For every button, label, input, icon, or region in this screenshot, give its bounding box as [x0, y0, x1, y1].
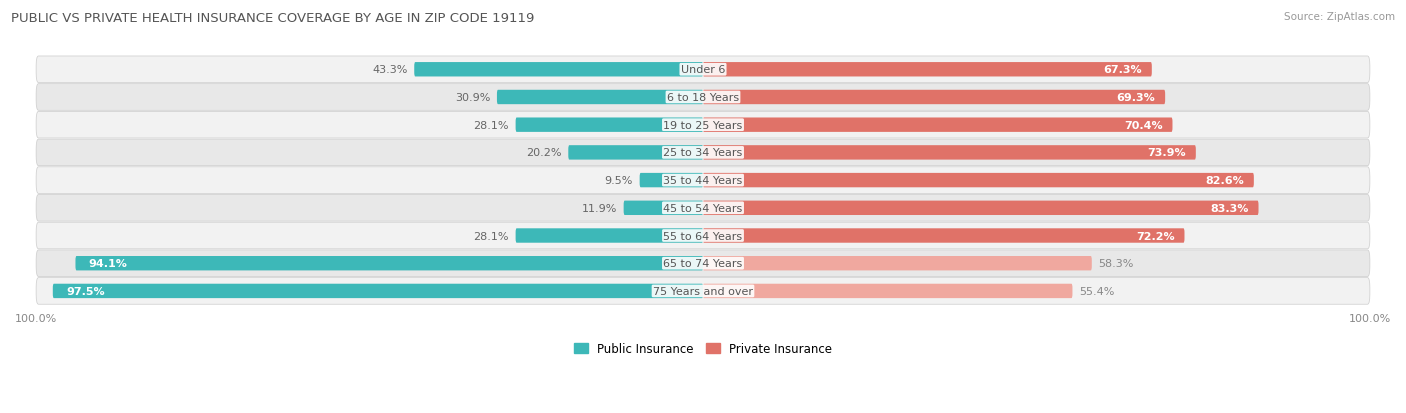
FancyBboxPatch shape	[703, 173, 1254, 188]
FancyBboxPatch shape	[703, 256, 1092, 271]
Text: 11.9%: 11.9%	[582, 203, 617, 213]
Text: 35 to 44 Years: 35 to 44 Years	[664, 176, 742, 186]
FancyBboxPatch shape	[703, 63, 1152, 77]
Text: 67.3%: 67.3%	[1104, 65, 1142, 75]
Text: 9.5%: 9.5%	[605, 176, 633, 186]
FancyBboxPatch shape	[37, 112, 1369, 139]
Text: 55.4%: 55.4%	[1080, 286, 1115, 296]
Text: 45 to 54 Years: 45 to 54 Years	[664, 203, 742, 213]
Text: 75 Years and over: 75 Years and over	[652, 286, 754, 296]
FancyBboxPatch shape	[37, 250, 1369, 277]
Text: 30.9%: 30.9%	[456, 93, 491, 103]
FancyBboxPatch shape	[516, 118, 703, 133]
Text: 83.3%: 83.3%	[1211, 203, 1249, 213]
FancyBboxPatch shape	[76, 256, 703, 271]
Text: 58.3%: 58.3%	[1098, 259, 1133, 268]
FancyBboxPatch shape	[496, 90, 703, 105]
Text: 73.9%: 73.9%	[1147, 148, 1185, 158]
FancyBboxPatch shape	[37, 57, 1369, 83]
Text: 69.3%: 69.3%	[1116, 93, 1156, 103]
Text: Under 6: Under 6	[681, 65, 725, 75]
Text: 55 to 64 Years: 55 to 64 Years	[664, 231, 742, 241]
FancyBboxPatch shape	[703, 90, 1166, 105]
FancyBboxPatch shape	[37, 278, 1369, 304]
Text: 97.5%: 97.5%	[66, 286, 105, 296]
Legend: Public Insurance, Private Insurance: Public Insurance, Private Insurance	[569, 337, 837, 360]
Text: PUBLIC VS PRIVATE HEALTH INSURANCE COVERAGE BY AGE IN ZIP CODE 19119: PUBLIC VS PRIVATE HEALTH INSURANCE COVER…	[11, 12, 534, 25]
FancyBboxPatch shape	[516, 229, 703, 243]
Text: 28.1%: 28.1%	[474, 121, 509, 131]
Text: 70.4%: 70.4%	[1123, 121, 1163, 131]
FancyBboxPatch shape	[568, 146, 703, 160]
FancyBboxPatch shape	[37, 85, 1369, 111]
FancyBboxPatch shape	[37, 140, 1369, 166]
Text: Source: ZipAtlas.com: Source: ZipAtlas.com	[1284, 12, 1395, 22]
Text: 82.6%: 82.6%	[1205, 176, 1244, 186]
FancyBboxPatch shape	[53, 284, 703, 299]
FancyBboxPatch shape	[415, 63, 703, 77]
Text: 94.1%: 94.1%	[89, 259, 128, 268]
FancyBboxPatch shape	[37, 223, 1369, 249]
FancyBboxPatch shape	[703, 201, 1258, 216]
FancyBboxPatch shape	[624, 201, 703, 216]
FancyBboxPatch shape	[37, 167, 1369, 194]
FancyBboxPatch shape	[703, 284, 1073, 299]
Text: 19 to 25 Years: 19 to 25 Years	[664, 121, 742, 131]
Text: 25 to 34 Years: 25 to 34 Years	[664, 148, 742, 158]
Text: 20.2%: 20.2%	[526, 148, 561, 158]
Text: 65 to 74 Years: 65 to 74 Years	[664, 259, 742, 268]
FancyBboxPatch shape	[703, 146, 1197, 160]
Text: 28.1%: 28.1%	[474, 231, 509, 241]
FancyBboxPatch shape	[37, 195, 1369, 221]
Text: 6 to 18 Years: 6 to 18 Years	[666, 93, 740, 103]
FancyBboxPatch shape	[703, 229, 1184, 243]
Text: 72.2%: 72.2%	[1136, 231, 1174, 241]
FancyBboxPatch shape	[640, 173, 703, 188]
Text: 43.3%: 43.3%	[373, 65, 408, 75]
FancyBboxPatch shape	[703, 118, 1173, 133]
